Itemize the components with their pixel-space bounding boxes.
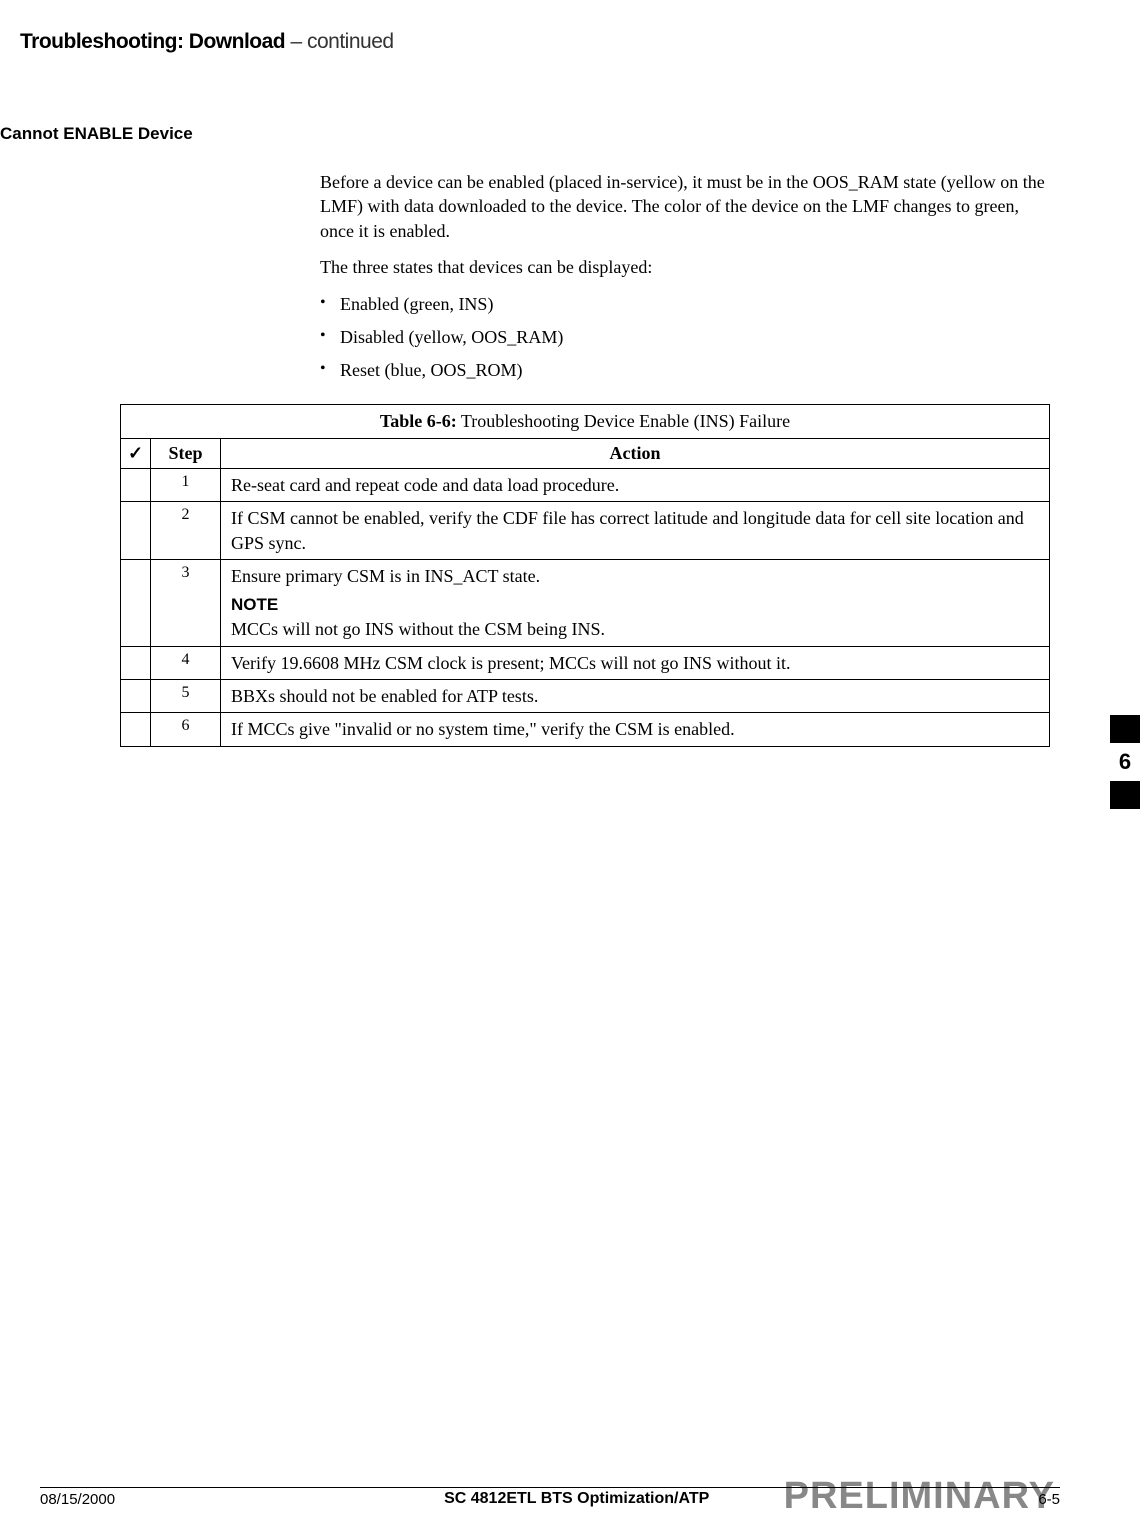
step-number: 2 — [151, 502, 221, 560]
footer-center: SC 4812ETL BTS Optimization/ATP — [444, 1490, 709, 1508]
table-row: 2 If CSM cannot be enabled, verify the C… — [121, 502, 1050, 560]
action-header: Action — [221, 439, 1050, 469]
action-cell: If MCCs give "invalid or no system time,… — [221, 713, 1050, 746]
action-cell: Re-seat card and repeat code and data lo… — [221, 469, 1050, 502]
table-title-bold: Table 6-6: — [380, 411, 457, 431]
table-row: 3 Ensure primary CSM is in INS_ACT state… — [121, 560, 1050, 647]
step-number: 4 — [151, 646, 221, 679]
check-header: ✓ — [128, 443, 143, 463]
step-number: 3 — [151, 560, 221, 647]
list-item: Enabled (green, INS) — [320, 291, 1050, 318]
table-row: 1 Re-seat card and repeat code and data … — [121, 469, 1050, 502]
step-number: 5 — [151, 679, 221, 712]
action-cell: BBXs should not be enabled for ATP tests… — [221, 679, 1050, 712]
tab-number: 6 — [1110, 743, 1140, 781]
table-title-row: Table 6-6: Troubleshooting Device Enable… — [121, 405, 1050, 439]
action-cell: Verify 19.6608 MHz CSM clock is present;… — [221, 646, 1050, 679]
table-row: 4 Verify 19.6608 MHz CSM clock is presen… — [121, 646, 1050, 679]
table-header-row: ✓ Step Action — [121, 439, 1050, 469]
header-title-light: – continued — [285, 30, 393, 53]
state-list: Enabled (green, INS) Disabled (yellow, O… — [320, 291, 1050, 384]
action-cell: If CSM cannot be enabled, verify the CDF… — [221, 502, 1050, 560]
table-row: 6 If MCCs give "invalid or no system tim… — [121, 713, 1050, 746]
list-item: Disabled (yellow, OOS_RAM) — [320, 324, 1050, 351]
page-footer: 08/15/2000 SC 4812ETL BTS Optimization/A… — [0, 1487, 1140, 1508]
troubleshooting-table: Table 6-6: Troubleshooting Device Enable… — [120, 404, 1050, 746]
tab-decoration-top — [1110, 715, 1140, 743]
action-cell: Ensure primary CSM is in INS_ACT state. … — [221, 560, 1050, 647]
section-heading: Cannot ENABLE Device — [0, 124, 1050, 144]
step-number: 6 — [151, 713, 221, 746]
action-line: Ensure primary CSM is in INS_ACT state. — [231, 564, 1039, 588]
table-row: 5 BBXs should not be enabled for ATP tes… — [121, 679, 1050, 712]
step-header: Step — [151, 439, 221, 469]
table-title-rest: Troubleshooting Device Enable (INS) Fail… — [457, 411, 790, 431]
header-title-bold: Troubleshooting: Download — [20, 30, 285, 53]
step-number: 1 — [151, 469, 221, 502]
body-paragraph-2: The three states that devices can be dis… — [320, 255, 1050, 279]
footer-date: 08/15/2000 — [40, 1491, 115, 1508]
chapter-tab: 6 — [1110, 715, 1140, 809]
action-line: MCCs will not go INS without the CSM bei… — [231, 617, 1039, 641]
footer-page: 6-5 — [1038, 1491, 1060, 1508]
page-header: Troubleshooting: Download – continued — [0, 30, 1050, 54]
list-item: Reset (blue, OOS_ROM) — [320, 357, 1050, 384]
note-label: NOTE — [231, 594, 1039, 617]
tab-decoration-bottom — [1110, 781, 1140, 809]
body-paragraph-1: Before a device can be enabled (placed i… — [320, 170, 1050, 243]
